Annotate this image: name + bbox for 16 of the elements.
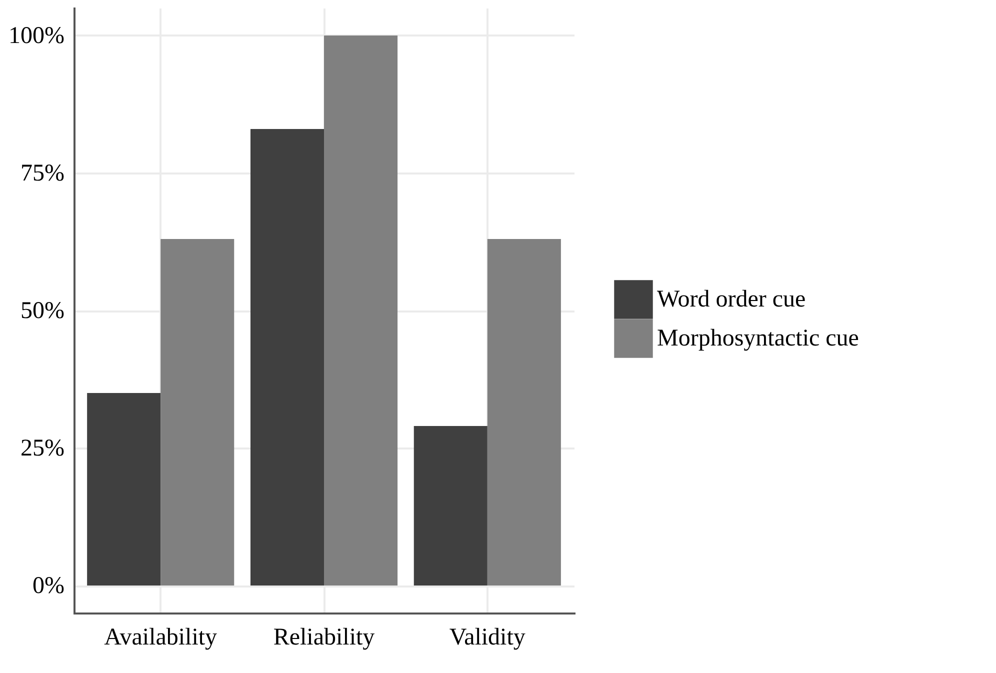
legend-label: Morphosyntactic cue (657, 326, 859, 352)
y-tick-label: 100% (8, 23, 64, 49)
bar (324, 36, 398, 586)
bar (414, 426, 488, 586)
y-tick-label: 25% (20, 436, 64, 462)
x-tick-label: Availability (104, 624, 218, 650)
bar (160, 239, 234, 586)
bar (250, 129, 324, 586)
bar (487, 239, 561, 586)
x-tick-label: Reliability (273, 624, 375, 650)
x-tick-label: Validity (449, 624, 526, 650)
y-tick-label: 50% (20, 298, 64, 324)
legend-label: Word order cue (657, 286, 806, 312)
bar (87, 393, 161, 586)
y-tick-label: 0% (32, 573, 64, 599)
y-tick-label: 75% (20, 160, 64, 186)
